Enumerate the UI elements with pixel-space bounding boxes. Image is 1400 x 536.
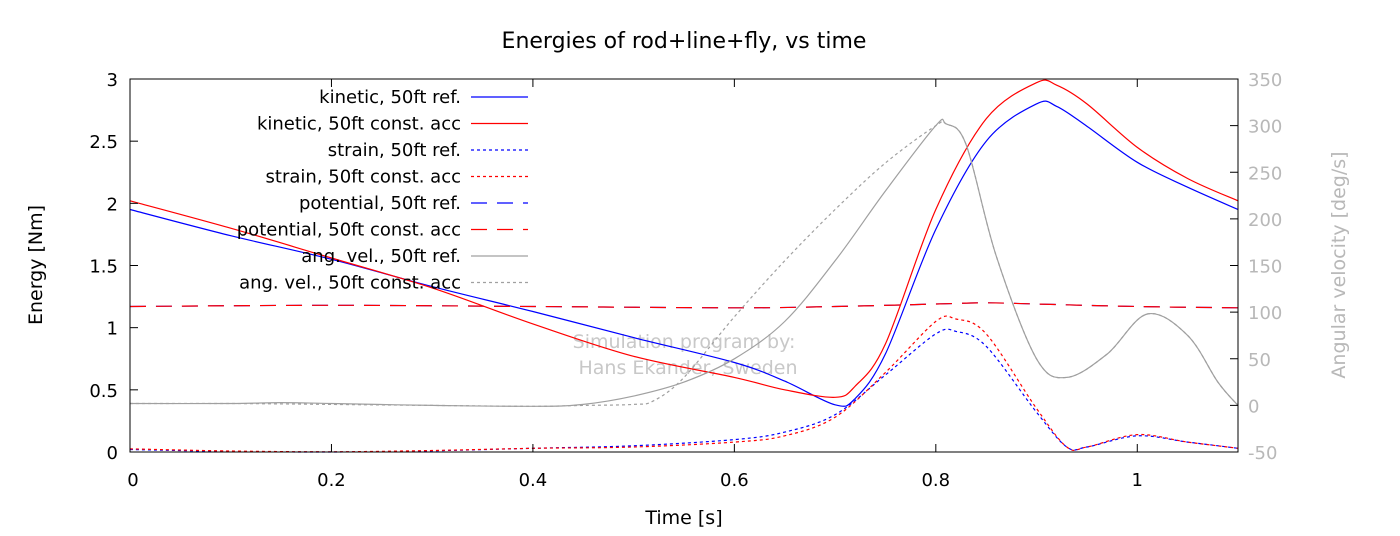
- y-tick-label: 0: [107, 443, 118, 464]
- plot-frame: [129, 78, 1239, 453]
- series-line-4: [129, 315, 1239, 453]
- y2-tick-label: 250: [1248, 163, 1282, 184]
- y-axis-label: Energy [Nm]: [25, 205, 47, 325]
- y-tick-label: 2.5: [89, 132, 118, 153]
- legend-label: strain, 50ft ref.: [328, 140, 461, 161]
- y-tick-label: 1: [107, 319, 118, 340]
- x-axis-label: Time [s]: [644, 507, 722, 529]
- x-tick-label: 0.8: [921, 470, 950, 491]
- series-layer: [129, 79, 1239, 453]
- y-tick-label: 2: [107, 194, 118, 215]
- y2-tick-label: 150: [1248, 257, 1282, 278]
- series-line-6: [129, 302, 1239, 309]
- series-line-3: [129, 328, 1239, 453]
- y2-tick-label: 0: [1248, 396, 1259, 417]
- x-tick-label: 1: [1132, 470, 1143, 491]
- legend: kinetic, 50ft ref. kinetic, 50ft const. a…: [237, 87, 528, 294]
- y-tick-label: 0.5: [89, 381, 118, 402]
- legend-label: potential, 50ft ref.: [299, 193, 461, 214]
- legend-label: ang. vel., 50ft ref.: [301, 246, 461, 267]
- x-tick-label: 0.2: [317, 470, 346, 491]
- legend-label: kinetic, 50ft ref.: [319, 87, 461, 108]
- y2-tick-label: 350: [1248, 70, 1282, 91]
- x-tick-label: 0: [127, 470, 138, 491]
- legend-label: potential, 50ft const. acc: [237, 220, 461, 241]
- y2-tick-label: -50: [1248, 443, 1277, 464]
- y2-axis-label: Angular velocity [deg/s]: [1328, 151, 1350, 378]
- series-line-8: [129, 120, 1239, 407]
- legend-label: ang. vel., 50ft const. acc: [239, 273, 461, 294]
- y2-tick-label: 50: [1248, 350, 1271, 371]
- legend-label: strain, 50ft const. acc: [266, 167, 461, 188]
- y2-tick-label: 100: [1248, 303, 1282, 324]
- x-tick-label: 0.4: [519, 470, 548, 491]
- chart-title: Energies of rod+line+fly, vs time: [502, 29, 867, 54]
- y-tick-label: 1.5: [89, 257, 118, 278]
- y-axis-ticks: 0 0.5 1 1.5 2 2.5 3: [89, 70, 138, 464]
- y2-tick-label: 300: [1248, 117, 1282, 138]
- x-tick-label: 0.6: [720, 470, 749, 491]
- y-tick-label: 3: [107, 70, 118, 91]
- x-axis-ticks: 0 0.2 0.4 0.6 0.8 1: [127, 79, 1143, 491]
- series-line-2: [129, 79, 1239, 398]
- y2-axis-ticks: -50 0 50 100 150 200 250 300 350: [1230, 70, 1282, 464]
- y2-tick-label: 200: [1248, 210, 1282, 231]
- legend-label: kinetic, 50ft const. acc: [257, 114, 461, 135]
